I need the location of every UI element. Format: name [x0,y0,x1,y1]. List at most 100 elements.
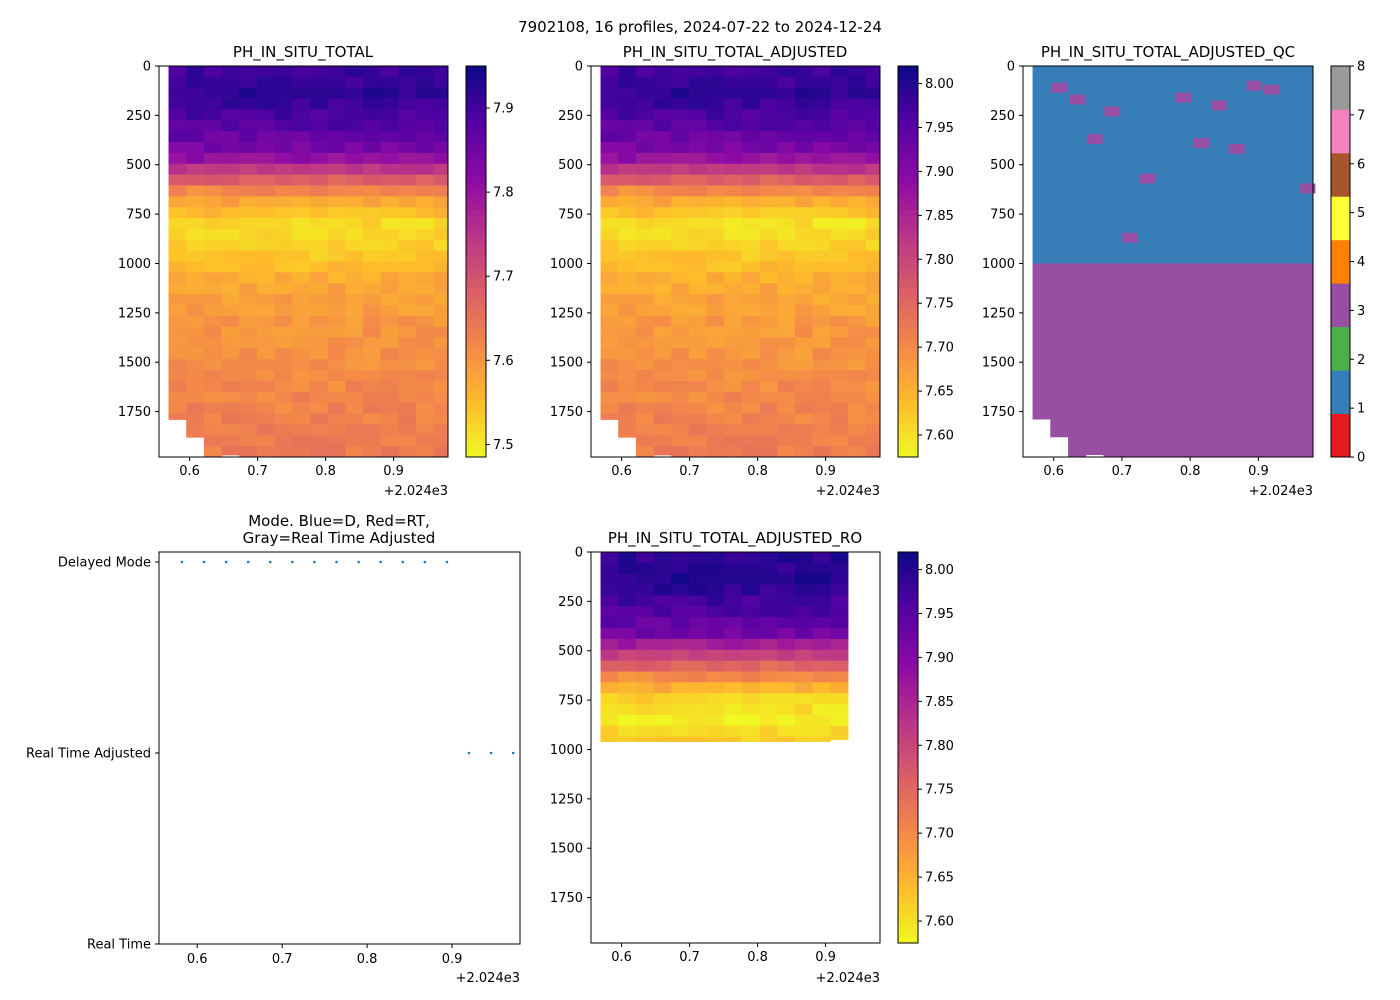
heatmap-cell [671,573,690,585]
heatmap-cell [830,174,849,186]
colorbar-segment [466,98,486,106]
heatmap-cell [777,552,796,564]
heatmap-cell [345,294,364,306]
heatmap-cell [203,435,222,447]
heatmap-cell [416,207,435,219]
colorbar-segment [466,183,486,191]
heatmap-cell [777,671,796,683]
heatmap-cell [671,693,690,705]
heatmap-cell [688,617,707,629]
heatmap-cell [239,446,258,458]
heatmap-cell [203,283,222,295]
heatmap-cell [168,261,187,273]
heatmap-cell [653,348,672,360]
heatmap-cell [795,218,814,230]
heatmap-cell [741,315,761,328]
heatmap-cell [759,595,778,607]
heatmap-cell [274,424,293,436]
heatmap-cell [416,272,435,284]
heatmap-cell [363,261,382,273]
colorbar-segment [1331,326,1350,371]
colorbar-segment [898,189,918,197]
heatmap-cell [239,294,258,306]
heatmap-cell [688,207,707,219]
heatmap-cell [741,348,761,360]
colorbar-tick-label: 7.60 [925,429,954,444]
heatmap-cell [671,120,690,132]
heatmap-cell [203,87,222,99]
heatmap-cell [795,174,814,186]
heatmap-cell [327,435,346,447]
heatmap-cell [671,435,690,447]
heatmap-cell [830,359,849,371]
heatmap-cell [221,261,240,273]
colorbar-segment [898,727,918,735]
heatmap-cell [759,649,778,662]
heatmap-cell [274,185,293,197]
heatmap-cell [168,413,187,420]
heatmap-cell [724,250,743,262]
heatmap-cell [795,87,814,99]
heatmap-cell [671,142,690,154]
heatmap-cell [327,87,346,99]
heatmap-cell [795,552,814,564]
heatmap-cell [706,239,725,252]
heatmap-cell [380,163,399,176]
heatmap-cell [292,261,311,273]
heatmap-cell [777,261,796,273]
qc-cell-flag-spot [1122,232,1138,243]
heatmap-cell [600,87,619,99]
heatmap-cell [812,239,831,252]
heatmap-cell [292,218,311,230]
heatmap-cell [653,152,672,165]
qc-cell-flag-upper [1068,66,1087,264]
heatmap-cell [433,250,449,262]
colorbar-segment [898,352,918,360]
colorbar-tick-label: 7.80 [925,253,954,268]
heatmap-cell [724,87,743,99]
colorbar-tick-label: 7.85 [925,209,954,224]
heatmap-cell [398,261,417,273]
heatmap-cell [168,109,187,121]
heatmap-cell [741,671,761,683]
heatmap-cell [653,606,672,618]
heatmap-cell [759,584,778,596]
heatmap-cell [830,283,849,295]
colorbar-tick-label: 7.65 [925,871,954,886]
heatmap-cell [653,174,672,186]
heatmap-cell [416,337,435,349]
heatmap-cell [416,424,435,436]
heatmap-cell [706,109,725,121]
heatmap-cell [830,196,849,208]
heatmap-cell [363,304,382,317]
colorbar-tick-label: 7.60 [925,915,954,930]
heatmap-cell [724,142,743,154]
heatmap-cell [848,304,867,317]
heatmap-cell [741,693,761,705]
heatmap-cell [186,196,205,208]
heatmap-cell [812,638,831,651]
heatmap-cell [724,606,743,618]
heatmap-cell [812,131,831,143]
qc-cell-flag-upper [1121,66,1140,264]
heatmap-cell [741,207,761,219]
colorbar-segment [898,747,918,755]
colorbar-segment [898,378,918,386]
heatmap-cell [168,315,187,328]
heatmap-cell [292,131,311,143]
colorbar-segment [898,124,918,132]
colorbar-segment [898,754,918,762]
heatmap-cell [777,272,796,284]
colorbar-segment [898,838,918,846]
heatmap-cell [812,272,831,284]
heatmap-cell [706,76,725,89]
heatmap-cell [618,294,637,306]
heatmap-cell [671,76,690,89]
heatmap-cell [688,424,707,436]
heatmap-cell [706,562,725,575]
heatmap-cell [688,584,707,596]
heatmap-cell [203,446,222,458]
heatmap-cell [433,207,449,219]
heatmap-cell [688,142,707,154]
